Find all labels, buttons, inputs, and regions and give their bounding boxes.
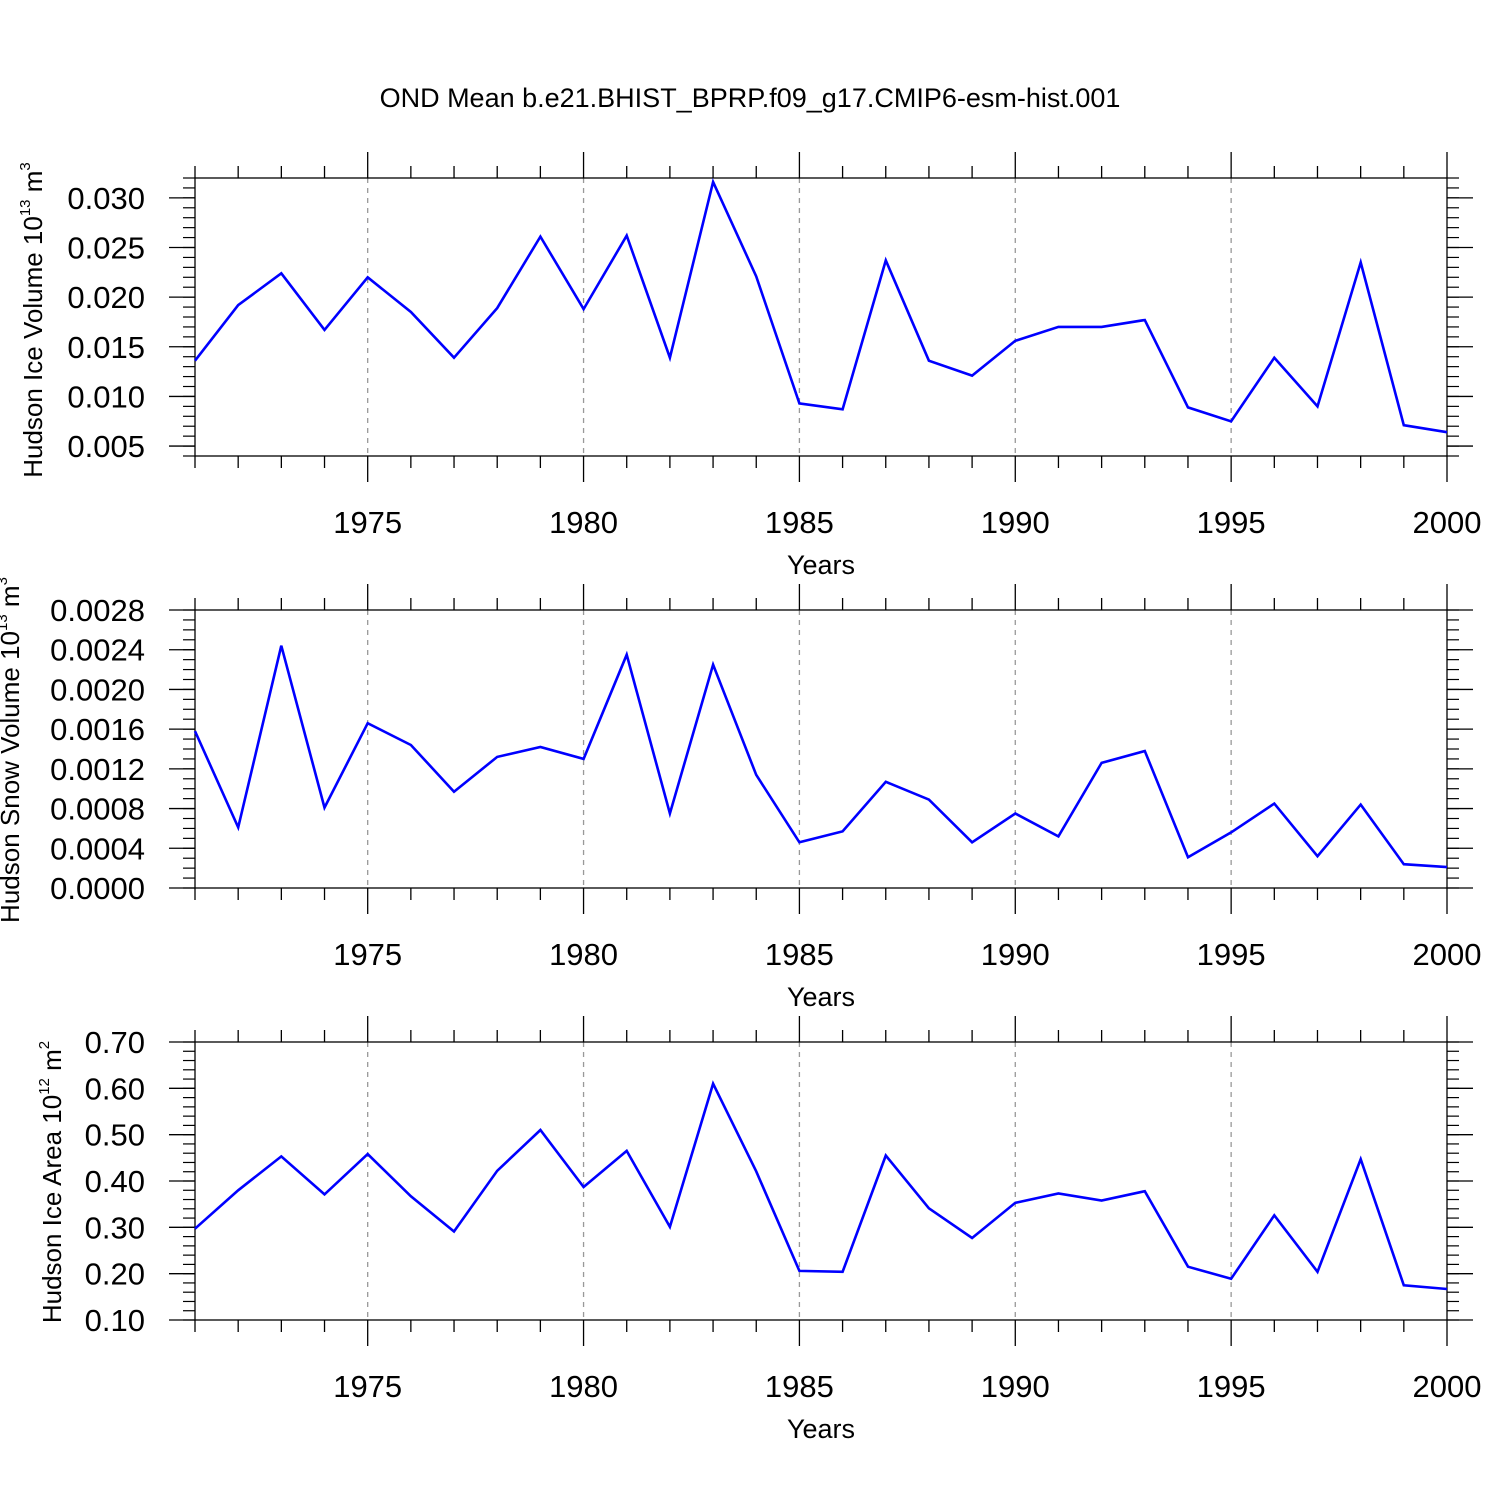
ice-area-x-tick-label: 1995: [1197, 1369, 1266, 1404]
ice-volume-x-tick-label: 1975: [333, 505, 402, 540]
ice-volume-y-tick-label: 0.025: [67, 231, 145, 266]
ice-volume-x-tick-label: 1980: [549, 505, 618, 540]
snow-volume-y-tick-label: 0.0016: [50, 712, 145, 747]
ice-area-x-tick-label: 2000: [1413, 1369, 1482, 1404]
snow-volume-x-tick-label: 1975: [333, 937, 402, 972]
ice-volume-ylabel-text: Hudson Ice Volume 10: [18, 216, 48, 478]
ice-area-series-line: [194, 1080, 1448, 1291]
ice-area-ylabel-unit: m: [37, 1049, 67, 1071]
snow-volume-series-line: [193, 645, 1448, 869]
ice-area-x-axis-label: Years: [787, 1414, 855, 1444]
ice-volume-x-tick-label: 1990: [981, 505, 1050, 540]
ice-area-y-tick-label: 0.50: [85, 1118, 145, 1153]
snow-volume-y-tick-label: 0.0024: [50, 633, 145, 668]
ice-volume-y-axis-label: Hudson Ice Volume 1013 m3: [17, 162, 48, 478]
ice-volume-ylabel-unit: m: [18, 171, 48, 193]
ice-area-y-tick-label: 0.30: [85, 1210, 145, 1245]
ice-volume-y-tick-label: 0.010: [67, 379, 145, 414]
ice-volume-y-tick-label: 0.020: [67, 280, 145, 315]
ice-area-x-tick-label: 1985: [765, 1369, 834, 1404]
ice-volume-plot-frame: [194, 177, 1448, 457]
ice-area-ylabel-unit-sup: 2: [36, 1041, 53, 1049]
snow-volume-x-tick-label: 1990: [981, 937, 1050, 972]
snow-volume-y-tick-label: 0.0020: [50, 672, 145, 707]
snow-volume-y-tick-label: 0.0000: [50, 871, 145, 906]
ice-area-plot-frame: [194, 1041, 1448, 1321]
ice-volume-x-axis-label: Years: [787, 550, 855, 580]
ice-volume-y-tick-label: 0.030: [67, 181, 145, 216]
ice-area-y-axis-label: Hudson Ice Area 1012 m2: [36, 1041, 67, 1323]
ice-area-y-tick-label: 0.40: [85, 1164, 145, 1199]
snow-volume-plot-frame: [194, 609, 1448, 889]
ice-area-y-tick-label: 0.60: [85, 1071, 145, 1106]
snow-volume-panel: Hudson Snow Volume 1013 m3 Years 1975 198…: [0, 577, 1481, 1012]
ice-area-panel: Hudson Ice Area 1012 m2 Years 1975 1980 19…: [36, 1016, 1481, 1444]
ice-area-y-tick-label: 0.70: [85, 1025, 145, 1060]
snow-volume-ylabel-sup: 13: [0, 614, 11, 631]
snow-volume-y-tick-label: 0.0008: [50, 792, 145, 827]
ice-volume-x-tick-label: 1985: [765, 505, 834, 540]
ice-volume-y-tick-label: 0.005: [67, 429, 145, 464]
snow-volume-y-tick-label: 0.0004: [50, 831, 145, 866]
ice-volume-ylabel-sup: 13: [17, 199, 34, 216]
ice-area-x-tick-label: 1975: [333, 1369, 402, 1404]
ice-area-y-tick-label: 0.10: [85, 1303, 145, 1338]
snow-volume-y-tick-label: 0.0012: [50, 752, 145, 787]
ice-volume-x-tick-label: 1995: [1197, 505, 1266, 540]
ice-area-x-tick-label: 1990: [981, 1369, 1050, 1404]
snow-volume-y-tick-label: 0.0028: [50, 593, 145, 628]
snow-volume-x-tick-label: 2000: [1413, 937, 1482, 972]
ice-area-x-tick-label: 1980: [549, 1369, 618, 1404]
snow-volume-ylabel-unit-sup: 3: [0, 577, 11, 585]
ice-area-ylabel-sup: 12: [36, 1078, 53, 1095]
snow-volume-x-tick-label: 1995: [1197, 937, 1266, 972]
ice-area-y-tick-label: 0.20: [85, 1257, 145, 1292]
ice-volume-ylabel-unit-sup: 3: [17, 162, 34, 170]
ice-volume-x-tick-label: 2000: [1413, 505, 1482, 540]
snow-volume-ylabel-unit: m: [0, 585, 25, 607]
snow-volume-x-tick-label: 1985: [765, 937, 834, 972]
ice-area-ylabel-text: Hudson Ice Area 10: [37, 1095, 67, 1323]
ice-volume-panel: Hudson Ice Volume 1013 m3 Years 1975 1980…: [17, 152, 1481, 580]
snow-volume-ylabel-text: Hudson Snow Volume 10: [0, 631, 25, 923]
figure-title: OND Mean b.e21.BHIST_BPRP.f09_g17.CMIP6-…: [380, 83, 1121, 113]
snow-volume-y-axis-label: Hudson Snow Volume 1013 m3: [0, 577, 25, 923]
snow-volume-x-tick-label: 1980: [549, 937, 618, 972]
snow-volume-x-axis-label: Years: [787, 982, 855, 1012]
ice-volume-y-tick-label: 0.015: [67, 330, 145, 365]
ice-volume-series-line: [193, 178, 1448, 434]
